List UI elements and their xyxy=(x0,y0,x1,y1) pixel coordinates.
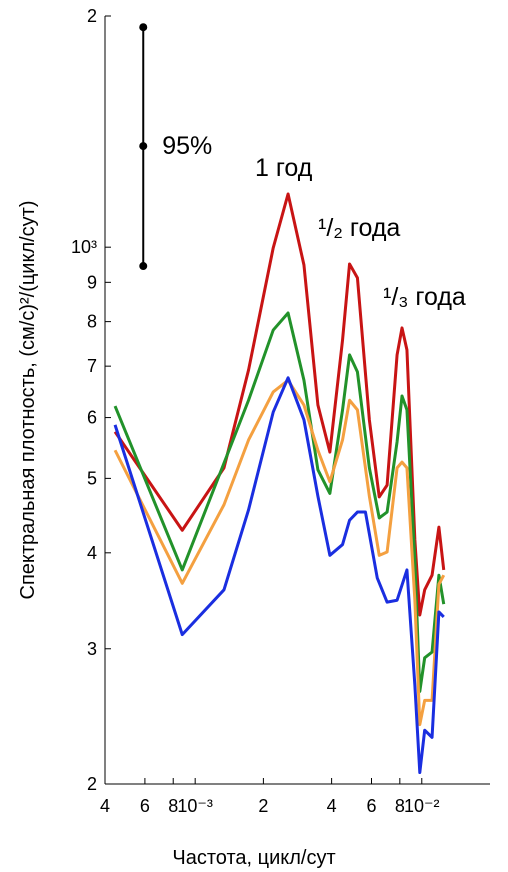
y-tick-label: 2 xyxy=(87,774,97,794)
annotation: ¹/₃ года xyxy=(383,283,466,311)
x-tick-label: 2 xyxy=(258,796,268,816)
x-tick-label: 10⁻² xyxy=(404,796,440,816)
x-tick-label: 6 xyxy=(367,796,377,816)
error-bar-point xyxy=(139,142,148,151)
annotation: 1 год xyxy=(255,154,313,182)
series-line xyxy=(113,311,446,693)
y-tick-label: 7 xyxy=(87,356,97,376)
x-tick-label: 10⁻³ xyxy=(177,796,213,816)
error-bar-point xyxy=(139,262,148,271)
x-tick-label: 4 xyxy=(100,796,110,816)
y-tick-label: 5 xyxy=(87,468,97,488)
error-bar-label: 95% xyxy=(162,132,212,160)
y-tick-label: 10³ xyxy=(71,237,97,257)
y-tick-label: 4 xyxy=(87,543,97,563)
x-tick-label: 6 xyxy=(140,796,150,816)
series-line xyxy=(113,192,446,617)
y-tick-label: 2 xyxy=(87,6,97,26)
series-line xyxy=(113,376,445,775)
annotation: ¹/₂ года xyxy=(318,214,400,242)
x-tick-label: 8 xyxy=(168,796,178,816)
y-tick-label: 9 xyxy=(87,272,97,292)
y-tick-label: 3 xyxy=(87,639,97,659)
y-tick-label: 8 xyxy=(87,312,97,332)
y-axis-label: Спектральная плотность, (см/с)²/(цикл/су… xyxy=(17,200,39,599)
x-tick-label: 8 xyxy=(395,796,405,816)
y-tick-label: 6 xyxy=(87,408,97,428)
x-axis-label: Частота, цикл/сут xyxy=(172,847,335,869)
error-bar-point xyxy=(139,23,148,32)
series-line xyxy=(113,378,446,727)
x-tick-label: 4 xyxy=(327,796,337,816)
